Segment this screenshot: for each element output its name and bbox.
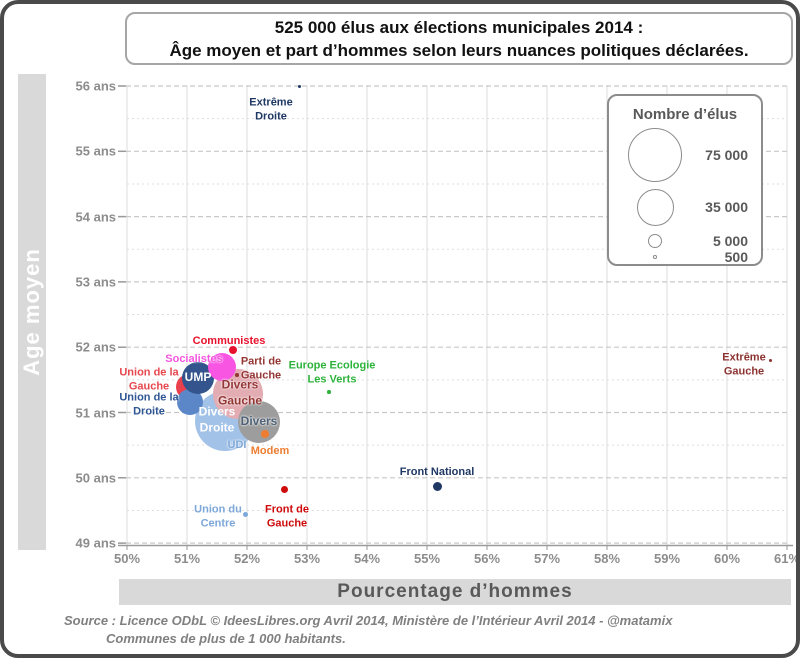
bubble-parti-de-gauche	[235, 373, 239, 378]
x-tick-label: 51%	[173, 551, 201, 566]
x-tick-label: 56%	[473, 551, 501, 566]
label-divers-gauche: Divers Gauche	[217, 377, 263, 407]
x-tick-label: 59%	[653, 551, 681, 566]
y-tick-label: 50 ans	[75, 470, 116, 486]
y-axis-band: Age moyen	[18, 74, 46, 550]
label-front-de-gauche: Front de Gauche	[265, 503, 309, 530]
x-axis-band: Pourcentage d’hommes	[119, 579, 791, 605]
label-modem: Modem	[250, 444, 290, 457]
label-socialistes: Socialistes	[165, 352, 223, 365]
bubble-extr-me-droite	[297, 84, 301, 88]
label-union-de-la-gauche: Union de la Gauche	[119, 366, 179, 393]
legend-label: 5 000	[712, 233, 748, 249]
label-extr-me-droite: Extrême Droite	[249, 96, 293, 123]
legend-label: 500	[724, 249, 748, 265]
label-union-de-la-droite: Union de la Droite	[119, 391, 179, 418]
x-tick-label: 50%	[113, 551, 141, 566]
legend-circle	[636, 188, 674, 226]
chart-title-box: 525 000 élus aux élections municipales 2…	[125, 12, 793, 65]
label-extr-me-gauche: Extrême Gauche	[722, 351, 766, 378]
label-divers-droite: Divers Droite	[198, 404, 236, 434]
x-tick-label: 60%	[713, 551, 741, 566]
bubble-extr-me-gauche	[768, 358, 772, 362]
source-line2: Communes de plus de 1 000 habitants.	[106, 631, 346, 646]
bubble-front-national	[432, 481, 442, 491]
bubble-divers	[238, 401, 280, 444]
x-tick-label: 61%	[773, 551, 800, 566]
legend-title: Nombre d’élus	[632, 106, 738, 123]
label-front-national: Front National	[399, 465, 475, 478]
source-note: Source : Licence ODbL © IdeesLibres.org …	[64, 612, 672, 648]
y-tick-label: 52 ans	[75, 339, 116, 355]
plot-area: 50% 51% 52% 53% 54% 55% 56% 57% 58% 59% 60% 61% 56 a…	[4, 4, 800, 654]
x-tick-label: 54%	[353, 551, 381, 566]
label-parti-de-gauche: Parti de Gauche	[240, 355, 282, 382]
bubble-communistes	[229, 345, 238, 354]
x-tick-label: 57%	[533, 551, 561, 566]
y-tick-label: 51 ans	[75, 405, 116, 420]
bubble-union-du-centre	[242, 511, 248, 517]
y-tick-label: 55 ans	[75, 143, 116, 159]
bubble-socialistes	[207, 352, 236, 381]
label-udi: UDI	[227, 438, 247, 451]
legend-label: 75 000	[705, 147, 748, 163]
y-tick-label: 49 ans	[75, 535, 116, 551]
bubble-front-de-gauche	[281, 486, 289, 494]
label-communistes: Communistes	[192, 334, 266, 347]
label-ump: UMP	[184, 370, 212, 385]
legend-circle	[653, 255, 657, 259]
y-tick-label: 54 ans	[75, 209, 116, 225]
y-tick-label: 56 ans	[75, 78, 116, 94]
x-tick-label: 55%	[413, 551, 441, 566]
source-line1: Source : Licence ODbL © IdeesLibres.org …	[64, 613, 673, 628]
x-tick-label: 53%	[293, 551, 321, 566]
y-tick-label: 53 ans	[75, 274, 116, 290]
legend-label: 35 000	[705, 199, 748, 215]
chart-title-line1: 525 000 élus aux élections municipales 2…	[274, 17, 644, 37]
label-union-du-centre: Union du Centre	[194, 503, 242, 530]
x-axis-title: Pourcentage d’hommes	[337, 581, 573, 602]
x-tick-label: 58%	[593, 551, 621, 566]
bubble-europe-ecologie-les-verts	[327, 390, 331, 395]
chart-title-line2: Âge moyen et part d’hommes selon leurs n…	[169, 40, 749, 60]
label-divers: Divers	[240, 414, 278, 429]
x-tick-label: 52%	[233, 551, 261, 566]
bubble-modem	[261, 430, 269, 438]
legend-circle	[628, 128, 682, 182]
label-europe-ecologie-les-verts: Europe Ecologie Les Verts	[288, 359, 376, 386]
size-legend: Nombre d’élus 75 000 35 000 5 000 500	[607, 94, 763, 266]
y-axis-title: Age moyen	[19, 248, 44, 376]
legend-circle	[648, 234, 662, 248]
